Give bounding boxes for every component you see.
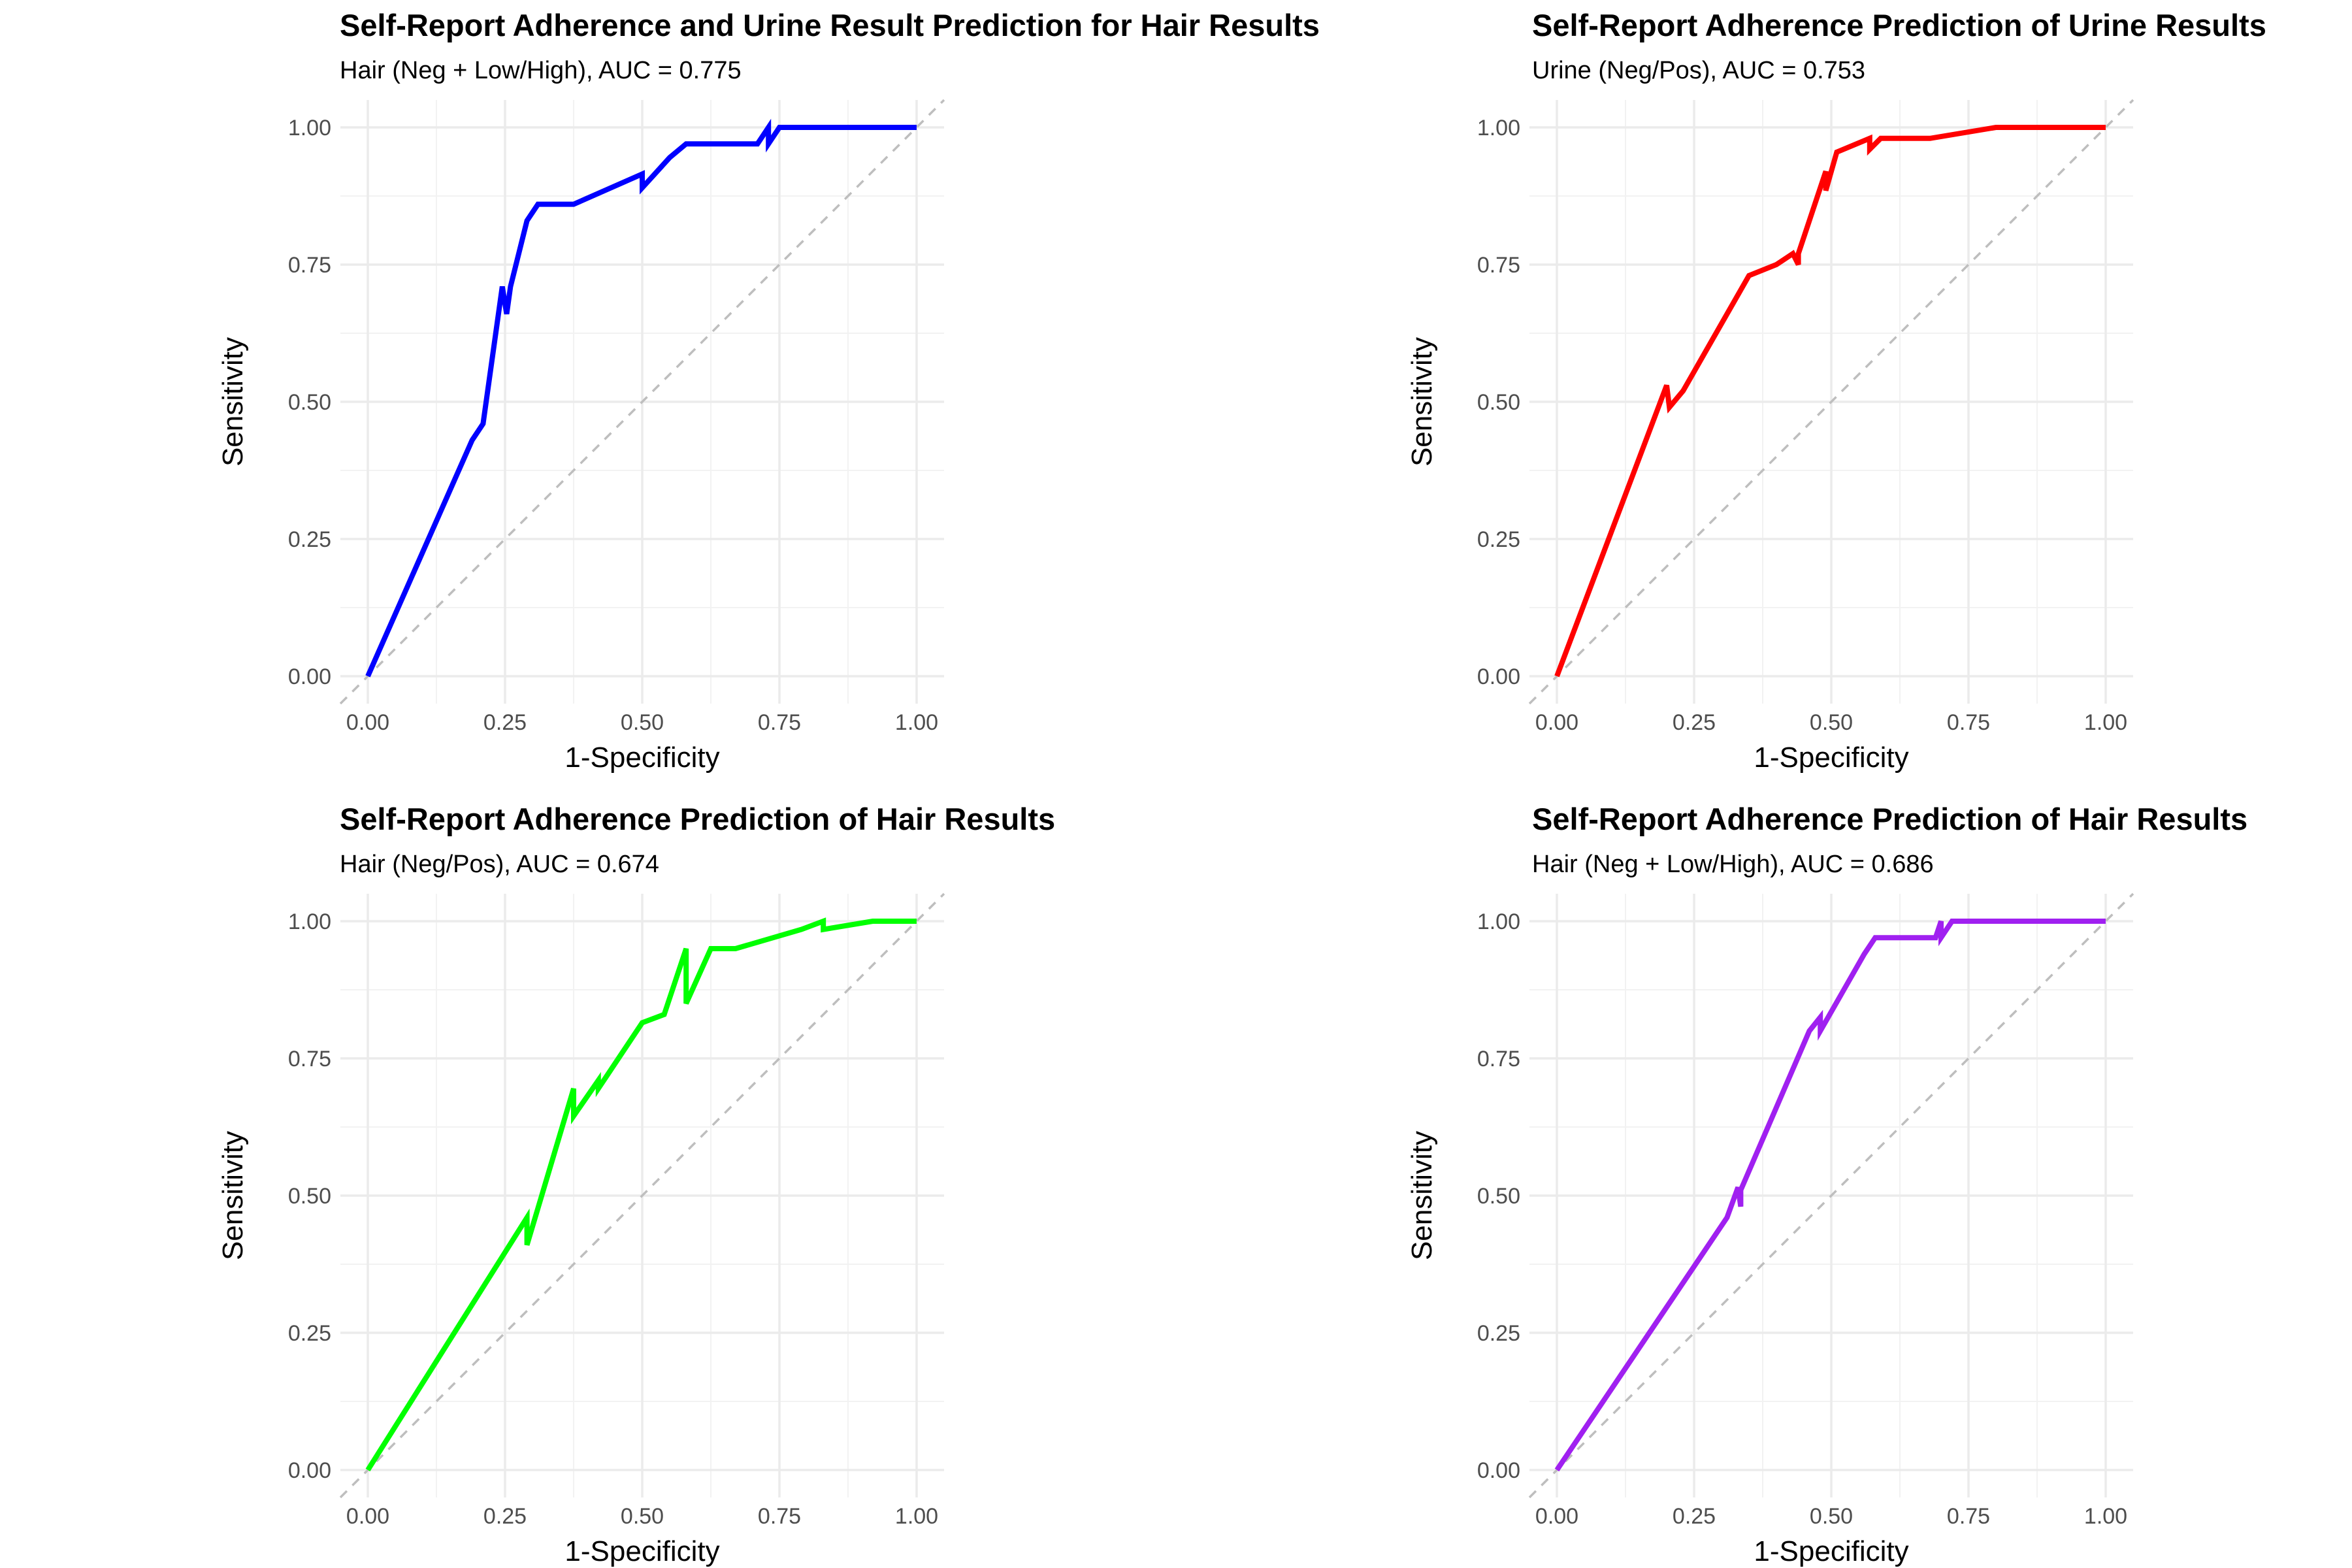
y-tick-label: 0.25 — [288, 527, 331, 552]
panel-subtitle: Hair (Neg/Pos), AUC = 0.674 — [340, 851, 659, 878]
y-tick-label: 0.25 — [1477, 1321, 1520, 1346]
y-tick-label: 0.75 — [288, 253, 331, 278]
x-tick-label: 0.25 — [483, 1504, 527, 1529]
x-axis-label: 1-Specificity — [564, 1535, 719, 1567]
y-axis-label: Sensitivity — [217, 1131, 249, 1260]
panel-title: Self-Report Adherence Prediction of Urin… — [1532, 8, 2266, 42]
x-tick-label: 0.00 — [346, 710, 389, 735]
x-axis-label: 1-Specificity — [564, 742, 719, 774]
x-axis-label: 1-Specificity — [1754, 1535, 1908, 1567]
y-axis-label: Sensitivity — [1406, 337, 1438, 466]
y-tick-label: 0.50 — [1477, 1184, 1520, 1209]
y-tick-label: 0.00 — [288, 1458, 331, 1483]
x-tick-label: 0.00 — [1535, 710, 1578, 735]
x-tick-label: 0.25 — [1673, 710, 1716, 735]
y-tick-label: 0.00 — [1477, 1458, 1520, 1483]
y-tick-label: 1.00 — [288, 909, 331, 934]
x-tick-label: 1.00 — [2084, 1504, 2127, 1529]
panel-subtitle: Hair (Neg + Low/High), AUC = 0.686 — [1532, 851, 1934, 878]
panel-subtitle: Urine (Neg/Pos), AUC = 0.753 — [1532, 57, 1865, 84]
y-tick-label: 0.00 — [1477, 664, 1520, 689]
panel-subtitle: Hair (Neg + Low/High), AUC = 0.775 — [340, 57, 742, 84]
x-tick-label: 0.00 — [346, 1504, 389, 1529]
y-tick-label: 0.75 — [1477, 253, 1520, 278]
x-tick-label: 0.50 — [1810, 1504, 1853, 1529]
y-axis-label: Sensitivity — [217, 337, 249, 466]
y-tick-label: 1.00 — [1477, 909, 1520, 934]
roc-panel-2: 0.00 0.25 0.50 0.75 1.00 0.00 0.25 0.50 0.75 1.00… — [1406, 8, 2266, 774]
y-tick-label: 0.50 — [288, 1184, 331, 1209]
x-tick-label: 0.75 — [758, 710, 801, 735]
x-tick-label: 0.75 — [1947, 1504, 1990, 1529]
x-tick-label: 1.00 — [895, 710, 938, 735]
y-tick-label: 1.00 — [1477, 116, 1520, 140]
y-tick-label: 1.00 — [288, 116, 331, 140]
x-tick-label: 0.50 — [621, 710, 664, 735]
y-tick-label: 0.50 — [1477, 390, 1520, 415]
x-tick-label: 0.50 — [621, 1504, 664, 1529]
roc-panel-4: 0.00 0.25 0.50 0.75 1.00 0.00 0.25 0.50 0.75 1.00… — [1406, 802, 2247, 1567]
roc-panel-1: 0.00 0.25 0.50 0.75 1.00 0.00 0.25 0.50 0.75 1.00… — [217, 8, 1320, 774]
x-tick-label: 0.50 — [1810, 710, 1853, 735]
panel-title: Self-Report Adherence Prediction of Hair… — [1532, 802, 2247, 836]
roc-panel-3: 0.00 0.25 0.50 0.75 1.00 0.00 0.25 0.50 0.75 1.00… — [217, 802, 1055, 1567]
x-tick-label: 1.00 — [2084, 710, 2127, 735]
x-tick-label: 0.75 — [1947, 710, 1990, 735]
x-tick-label: 0.25 — [1673, 1504, 1716, 1529]
x-tick-label: 0.25 — [483, 710, 527, 735]
y-tick-label: 0.00 — [288, 664, 331, 689]
x-tick-label: 1.00 — [895, 1504, 938, 1529]
panel-title: Self-Report Adherence Prediction of Hair… — [340, 802, 1055, 836]
y-tick-label: 0.75 — [1477, 1047, 1520, 1071]
y-tick-label: 0.75 — [288, 1047, 331, 1071]
y-tick-label: 0.25 — [288, 1321, 331, 1346]
y-tick-label: 0.25 — [1477, 527, 1520, 552]
panel-title: Self-Report Adherence and Urine Result P… — [340, 8, 1320, 42]
x-tick-label: 0.00 — [1535, 1504, 1578, 1529]
y-tick-label: 0.50 — [288, 390, 331, 415]
y-axis-label: Sensitivity — [1406, 1131, 1438, 1260]
x-axis-label: 1-Specificity — [1754, 742, 1908, 774]
x-tick-label: 0.75 — [758, 1504, 801, 1529]
